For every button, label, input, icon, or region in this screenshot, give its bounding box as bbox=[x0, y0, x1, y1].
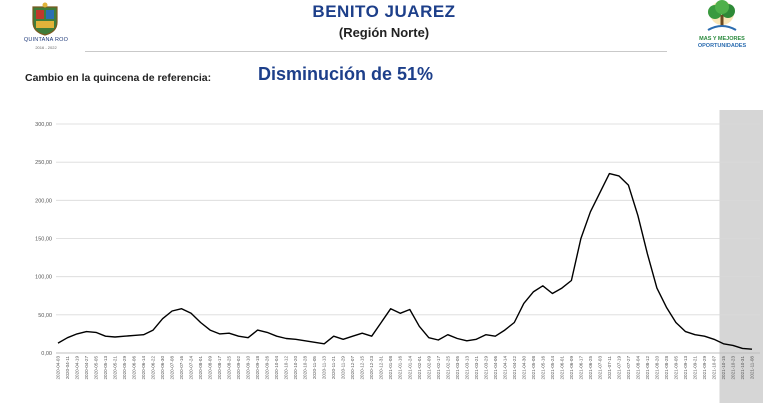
x-tick-label: 2020-09-18 bbox=[255, 356, 260, 380]
tree-icon bbox=[707, 0, 737, 31]
change-label: Cambio en la quincena de referencia: bbox=[25, 72, 212, 84]
x-tick-label: 2021-01-08 bbox=[388, 356, 393, 380]
x-tick-label: 2021-06-17 bbox=[578, 356, 583, 380]
x-tick-label: 2020-08-25 bbox=[227, 356, 232, 380]
x-tick-label: 2020-11-21 bbox=[331, 356, 336, 380]
x-tick-label: 2020-06-06 bbox=[132, 356, 137, 380]
x-tick-label: 2021-09-29 bbox=[702, 356, 707, 380]
x-tick-label: 2021-07-11 bbox=[607, 356, 612, 380]
header-divider bbox=[85, 51, 667, 52]
x-tick-label: 2020-07-08 bbox=[170, 356, 175, 380]
y-tick-label: 50,00 bbox=[38, 313, 52, 319]
x-tick-label: 2020-05-05 bbox=[94, 356, 99, 380]
x-tick-label: 2021-08-20 bbox=[654, 356, 659, 380]
line-chart: 0,0050,00100,00150,00200,00250,00300,00 … bbox=[35, 110, 763, 403]
x-tick-label: 2020-10-04 bbox=[274, 356, 279, 380]
x-tick-label: 2021-03-29 bbox=[483, 356, 488, 380]
x-tick-label: 2021-09-05 bbox=[673, 356, 678, 380]
x-tick-label: 2021-08-12 bbox=[645, 356, 650, 380]
page-title: BENITO JUAREZ bbox=[312, 2, 456, 21]
x-tick-label: 2020-07-16 bbox=[179, 356, 184, 380]
x-tick-label: 2020-08-17 bbox=[217, 356, 222, 380]
x-tick-label: 2021-07-19 bbox=[616, 356, 621, 380]
x-tick-label: 2020-05-21 bbox=[113, 356, 118, 380]
x-tick-label: 2020-04-11 bbox=[65, 356, 70, 380]
x-tick-label: 2020-09-02 bbox=[236, 356, 241, 380]
x-tick-label: 2021-10-07 bbox=[712, 356, 717, 380]
x-tick-label: 2021-04-14 bbox=[502, 356, 507, 380]
y-tick-label: 300,00 bbox=[35, 122, 52, 128]
coat-of-arms-icon bbox=[32, 2, 58, 36]
x-tick-label: 2020-04-03 bbox=[56, 356, 61, 380]
x-tick-label: 2020-12-23 bbox=[369, 356, 374, 380]
x-tick-label: 2020-08-09 bbox=[208, 356, 213, 380]
x-tick-label: 2020-09-26 bbox=[265, 356, 270, 380]
x-tick-label: 2021-03-13 bbox=[464, 356, 469, 380]
x-tick-label: 2021-04-06 bbox=[493, 356, 498, 380]
x-tick-label: 2021-05-08 bbox=[531, 356, 536, 380]
x-tick-label: 2020-06-30 bbox=[160, 356, 165, 380]
x-tick-label: 2020-12-31 bbox=[379, 356, 384, 380]
x-tick-label: 2021-09-21 bbox=[693, 356, 698, 380]
x-tick-label: 2020-04-27 bbox=[84, 356, 89, 380]
change-value: Disminución de 51% bbox=[258, 64, 434, 84]
x-tick-label: 2021-03-05 bbox=[455, 356, 460, 380]
x-tick-label: 2021-07-03 bbox=[597, 356, 602, 380]
x-tick-label: 2021-06-25 bbox=[588, 356, 593, 380]
x-tick-label: 2021-01-24 bbox=[407, 356, 412, 380]
x-tick-label: 2020-11-13 bbox=[322, 356, 327, 380]
x-tick-label: 2021-06-01 bbox=[559, 356, 564, 380]
x-tick-label: 2020-12-07 bbox=[350, 356, 355, 380]
x-tick-label: 2021-02-25 bbox=[445, 356, 450, 380]
x-tick-label: 2021-03-21 bbox=[474, 356, 479, 380]
x-tick-label: 2020-05-13 bbox=[103, 356, 108, 380]
x-tick-label: 2020-09-10 bbox=[246, 356, 251, 380]
shaded-period bbox=[719, 110, 763, 403]
y-tick-label: 250,00 bbox=[35, 160, 52, 166]
x-tick-label: 2021-11-08 bbox=[750, 356, 755, 380]
x-tick-label: 2020-08-01 bbox=[198, 356, 203, 380]
x-tick-label: 2021-02-17 bbox=[436, 356, 441, 380]
x-tick-label: 2021-02-01 bbox=[417, 356, 422, 380]
x-tick-label: 2021-07-27 bbox=[626, 356, 631, 380]
quintana-roo-logo: QUINTANA ROO 2016 - 2022 bbox=[20, 2, 72, 52]
x-tick-label: 2020-10-12 bbox=[284, 356, 289, 380]
left-logo-years: 2016 - 2022 bbox=[35, 45, 57, 50]
y-tick-label: 150,00 bbox=[35, 237, 52, 243]
page-subtitle: (Región Norte) bbox=[338, 25, 430, 40]
right-logo-line2: OPORTUNIDADES bbox=[697, 43, 747, 49]
x-tick-label: 2020-11-29 bbox=[341, 356, 346, 380]
x-tick-label: 2020-04-19 bbox=[75, 356, 80, 380]
x-tick-label: 2020-06-14 bbox=[141, 356, 146, 380]
x-tick-label: 2021-08-04 bbox=[635, 356, 640, 380]
x-tick-label: 2021-06-09 bbox=[569, 356, 574, 380]
y-tick-label: 100,00 bbox=[35, 275, 52, 281]
x-tick-label: 2021-04-22 bbox=[512, 356, 517, 380]
x-tick-label: 2021-08-28 bbox=[664, 356, 669, 380]
y-tick-label: 0,00 bbox=[41, 351, 52, 357]
x-tick-label: 2021-05-24 bbox=[550, 356, 555, 380]
x-tick-label: 2021-05-16 bbox=[540, 356, 545, 380]
x-tick-label: 2021-10-23 bbox=[731, 356, 736, 380]
x-tick-label: 2021-10-31 bbox=[740, 356, 745, 380]
x-tick-label: 2020-05-29 bbox=[122, 356, 127, 380]
x-tick-label: 2021-10-15 bbox=[721, 356, 726, 380]
y-tick-label: 200,00 bbox=[35, 198, 52, 204]
x-tick-label: 2020-12-15 bbox=[360, 356, 365, 380]
x-tick-label: 2021-02-09 bbox=[426, 356, 431, 380]
x-tick-label: 2021-04-30 bbox=[521, 356, 526, 380]
x-tick-label: 2020-10-20 bbox=[293, 356, 298, 380]
series-line bbox=[57, 172, 753, 350]
right-logo-line1: MAS Y MEJORES bbox=[699, 36, 745, 42]
oportunidades-logo: MAS Y MEJORES OPORTUNIDADES bbox=[690, 0, 754, 58]
left-logo-name: QUINTANA ROO bbox=[23, 37, 69, 43]
x-tick-label: 2020-11-05 bbox=[312, 356, 317, 380]
x-tick-label: 2020-07-24 bbox=[189, 356, 194, 380]
x-tick-label: 2021-01-16 bbox=[398, 356, 403, 380]
x-tick-label: 2020-10-28 bbox=[303, 356, 308, 380]
x-tick-label: 2021-09-13 bbox=[683, 356, 688, 380]
x-tick-label: 2020-06-22 bbox=[151, 356, 156, 380]
